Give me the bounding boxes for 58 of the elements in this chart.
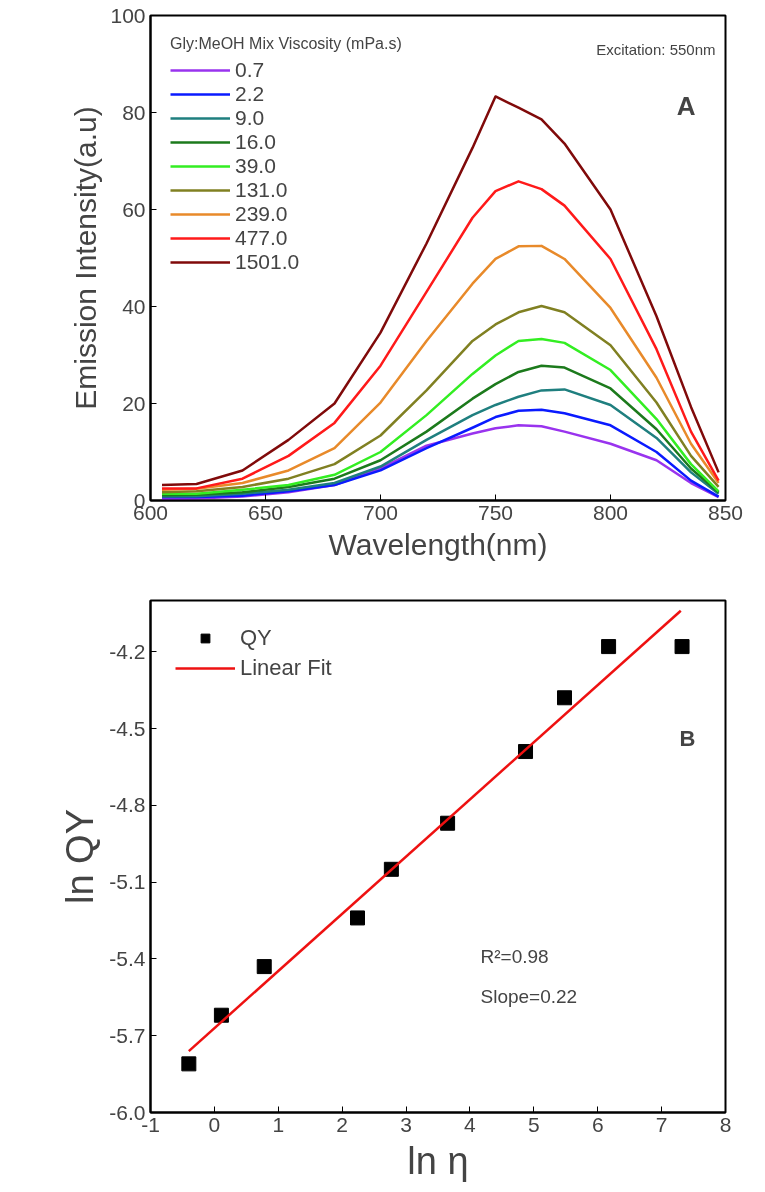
y-tick-label: 80: [122, 100, 146, 124]
x-tick-label: 800: [592, 500, 629, 524]
annotation: Excitation: 550nm: [596, 40, 716, 58]
x-tick-label: 4: [464, 1112, 477, 1136]
x-tick-label: 850: [707, 500, 744, 524]
legend-label: Linear Fit: [240, 655, 332, 681]
y-tick-label: 100: [110, 3, 146, 27]
x-tick-label: 6: [591, 1112, 604, 1136]
y-tick-label: 20: [122, 391, 146, 415]
x-tick-label: 700: [362, 500, 399, 524]
legend-label: 16.0: [235, 130, 276, 154]
legend-label: 1501.0: [235, 250, 300, 274]
legend-label: 39.0: [235, 154, 276, 178]
y-axis-title: Emission Intensity(a.u): [69, 106, 103, 410]
line-series: [160, 337, 720, 495]
x-axis-title: ln η: [407, 1139, 469, 1182]
line-series: [160, 388, 720, 498]
x-tick-label: 5: [527, 1112, 540, 1136]
x-axis-title: Wavelength(nm): [328, 527, 548, 561]
legend-label: 0.7: [235, 58, 265, 82]
x-tick-label: 2: [336, 1112, 349, 1136]
legend-label: QY: [240, 625, 272, 651]
legend-title: Gly:MeOH Mix Viscosity (mPa.s): [170, 35, 402, 53]
point: [557, 690, 572, 706]
y-tick-label: 40: [122, 294, 146, 318]
y-tick-label: -4.2: [109, 639, 146, 663]
y-tick-label: -5.7: [109, 1023, 146, 1047]
y-tick-label: -5.4: [109, 946, 146, 970]
annotation: R²=0.98: [480, 945, 549, 967]
y-tick-label: 60: [122, 197, 146, 221]
point: [256, 959, 272, 975]
y-tick-label: -5.1: [109, 870, 146, 894]
y-tick-label: -4.8: [109, 793, 146, 817]
x-tick-label: 1: [272, 1112, 285, 1136]
point: [674, 639, 690, 655]
y-tick-label: -4.5: [109, 716, 146, 740]
x-tick-label: 650: [247, 500, 284, 524]
x-tick-label: 0: [208, 1112, 221, 1136]
annotation: B: [679, 725, 696, 751]
point: [350, 910, 365, 926]
y-axis-title: ln QY: [59, 808, 102, 905]
x-tick-label: 3: [400, 1112, 412, 1136]
legend-label: 477.0: [235, 226, 288, 250]
annotation: Slope=0.22: [480, 985, 578, 1007]
legend-label: 131.0: [235, 178, 288, 202]
legend-label: 9.0: [235, 106, 265, 130]
legend-label: 2.2: [235, 82, 265, 106]
annotation: A: [676, 90, 696, 121]
line-series: [160, 304, 720, 494]
line-series: [160, 364, 720, 497]
x-tick-label: 7: [655, 1112, 668, 1136]
x-tick-label: 8: [719, 1112, 732, 1136]
line-series: [160, 180, 720, 490]
legend-label: 239.0: [235, 202, 288, 226]
x-tick-label: 750: [477, 500, 514, 524]
point: [601, 639, 617, 655]
point: [181, 1056, 197, 1072]
line-series: [160, 244, 720, 492]
